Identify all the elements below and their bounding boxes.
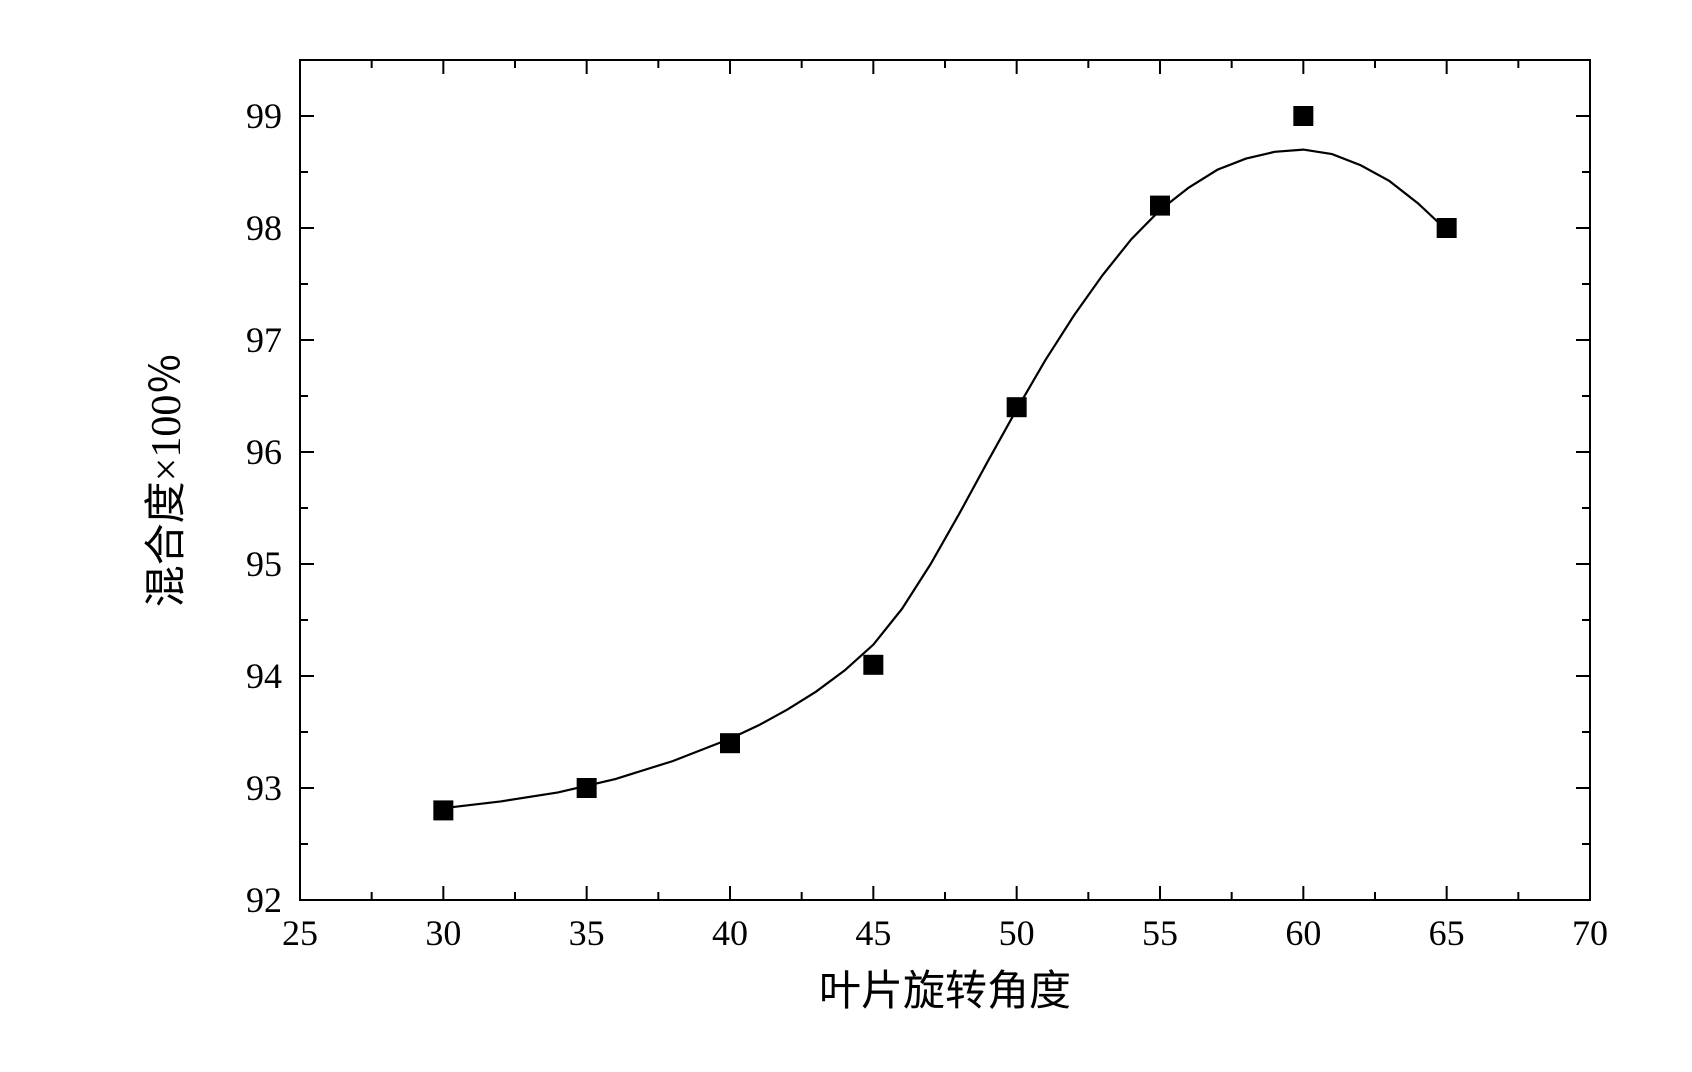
x-tick-label: 30 xyxy=(425,913,461,953)
x-tick-label: 35 xyxy=(569,913,605,953)
y-tick-label: 93 xyxy=(246,768,282,808)
fit-curve xyxy=(443,150,1446,809)
x-tick-label: 40 xyxy=(712,913,748,953)
chart-container: 25 30 35 40 45 50 55 60 65 70 92 93 94 95 96 97 98 99 叶片… xyxy=(0,0,1692,1072)
data-point xyxy=(1007,397,1027,417)
x-tick-label: 45 xyxy=(855,913,891,953)
y-tick-labels: 92 93 94 95 96 97 98 99 xyxy=(246,96,282,920)
data-point xyxy=(433,800,453,820)
x-tick-label: 65 xyxy=(1429,913,1465,953)
data-markers xyxy=(433,106,1456,820)
x-tick-label: 55 xyxy=(1142,913,1178,953)
x-tick-label: 70 xyxy=(1572,913,1608,953)
x-tick-label: 60 xyxy=(1285,913,1321,953)
x-ticks-minor xyxy=(372,60,1519,900)
scatter-chart: 25 30 35 40 45 50 55 60 65 70 92 93 94 95 96 97 98 99 叶片… xyxy=(0,0,1692,1072)
y-tick-label: 94 xyxy=(246,656,282,696)
y-axis-label: 混合度×100％ xyxy=(144,353,190,608)
y-tick-label: 97 xyxy=(246,320,282,360)
y-tick-label: 99 xyxy=(246,96,282,136)
y-tick-label: 96 xyxy=(246,432,282,472)
y-ticks-minor xyxy=(300,60,1590,844)
x-axis-label: 叶片旋转角度 xyxy=(819,969,1071,1015)
data-point xyxy=(863,655,883,675)
x-tick-labels: 25 30 35 40 45 50 55 60 65 70 xyxy=(282,913,1608,953)
x-tick-label: 50 xyxy=(999,913,1035,953)
y-tick-label: 95 xyxy=(246,544,282,584)
y-ticks-major xyxy=(300,116,1590,900)
y-tick-label: 92 xyxy=(246,880,282,920)
data-point xyxy=(1150,196,1170,216)
y-tick-label: 98 xyxy=(246,208,282,248)
x-tick-label: 25 xyxy=(282,913,318,953)
data-point xyxy=(1293,106,1313,126)
data-point xyxy=(577,778,597,798)
data-point xyxy=(720,733,740,753)
data-point xyxy=(1437,218,1457,238)
